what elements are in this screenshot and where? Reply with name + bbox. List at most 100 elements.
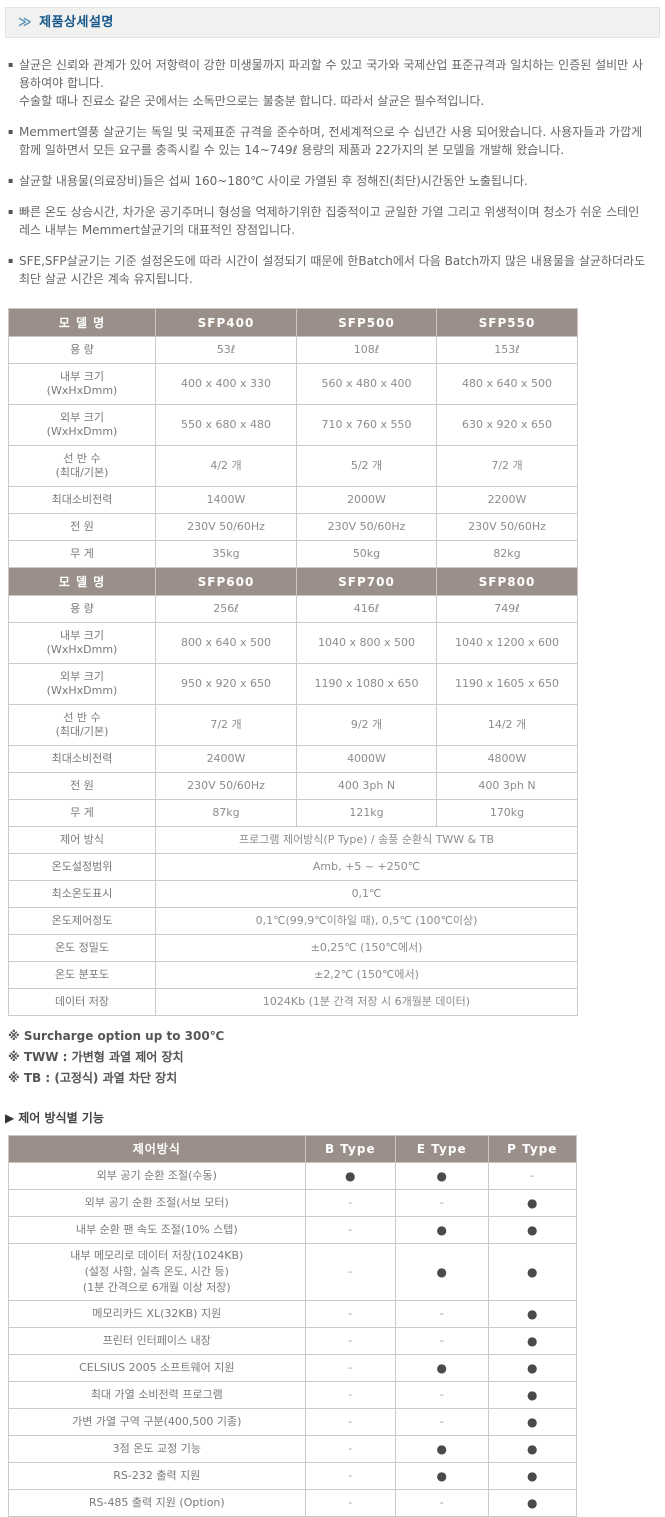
intro-paragraph: 살균은 신뢰와 관계가 있어 저항력이 강한 미생물까지 파괴할 수 있고 국가… <box>19 58 644 108</box>
feature-dot-cell: ● <box>395 1462 489 1490</box>
spec-value-cell: 550 x 680 x 480 <box>155 404 297 446</box>
intro-paragraph: 살균할 내용물(의료장비)들은 섭씨 160~180℃ 사이로 가열된 후 정해… <box>19 174 528 188</box>
spec-row: 최대소비전력 2400W 4000W 4800W <box>8 745 578 773</box>
spec-row-label: 온도 정밀도 <box>8 934 156 962</box>
feature-header-cell: 제어방식 <box>8 1135 306 1163</box>
feature-table-body: 제어방식 B Type E Type P Type 외부 공기 순환 조절(수동) ● ● -… <box>8 1135 578 1517</box>
spec-value-cell: 1400W <box>155 486 297 514</box>
spec-value-cell: Amb, +5 ~ +250℃ <box>155 853 578 881</box>
feature-row: CELSIUS 2005 소프트웨어 지원 - ● ● <box>8 1354 578 1382</box>
feature-section-title-text: 제어 방식별 기능 <box>18 1111 104 1125</box>
spec-value-cell: 400 3ph N <box>436 772 578 800</box>
spec-value-cell: 108ℓ <box>296 336 437 364</box>
feature-row-label: 메모리카드 XL(32KB) 지원 <box>8 1300 306 1328</box>
spec-common-row: 데이터 저장 1024Kb (1분 간격 저장 시 6개월분 데이터) <box>8 988 578 1016</box>
feature-dot-cell: ● <box>487 1381 578 1409</box>
spec-value-cell: 1024Kb (1분 간격 저장 시 6개월분 데이터) <box>155 988 578 1016</box>
feature-row: RS-485 출력 지원 (Option) - - ● <box>8 1489 578 1517</box>
spec-value-cell: 416ℓ <box>296 595 437 623</box>
note-line: ※ TWW : 가변형 과열 제어 장치 <box>8 1050 184 1064</box>
feature-dot-cell: ● <box>487 1243 578 1301</box>
feature-row-label: 외부 공기 순환 조절(수동) <box>8 1162 306 1190</box>
spec-row-label: 용 량 <box>8 595 156 623</box>
bullet-square-icon: ▪ <box>8 207 14 216</box>
spec-value-cell: 7/2 개 <box>436 445 578 487</box>
feature-row-label: 3점 온도 교정 기능 <box>8 1435 306 1463</box>
spec-row-label: 외부 크기 (WxHxDmm) <box>8 663 156 705</box>
feature-dot-cell: ● <box>487 1462 578 1490</box>
spec-common-row: 온도제어정도 0,1℃(99,9℃이하일 때), 0,5℃ (100℃이상) <box>8 907 578 935</box>
spec-value-cell: ±2,2℃ (150℃에서) <box>155 961 578 989</box>
feature-dash-cell: - <box>304 1354 397 1382</box>
feature-row-label: 외부 공기 순환 조절(서보 모터) <box>8 1189 306 1217</box>
feature-table: 제어방식 B Type E Type P Type 외부 공기 순환 조절(수동) ● ● -… <box>8 1135 578 1517</box>
model-name-cell: SFP700 <box>296 567 437 596</box>
spec-value-cell: 230V 50/60Hz <box>436 513 578 541</box>
feature-dash-cell: - <box>395 1189 489 1217</box>
feature-row: 프린터 인터페이스 내장 - - ● <box>8 1327 578 1355</box>
spec-value-cell: 1190 x 1605 x 650 <box>436 663 578 705</box>
spec-value-cell: 121kg <box>296 799 437 827</box>
spec-row-label: 최대소비전력 <box>8 486 156 514</box>
feature-row: 가변 가열 구역 구분(400,500 기종) - - ● <box>8 1408 578 1436</box>
model-name-cell: SFP800 <box>436 567 578 596</box>
spec-value-cell: 5/2 개 <box>296 445 437 487</box>
double-arrow-icon: ≫ <box>18 15 33 30</box>
spec-value-cell: 87kg <box>155 799 297 827</box>
feature-row-label: 내부 메모리로 데이터 저장(1024KB) (설정 사항, 실측 온도, 시간… <box>8 1243 306 1301</box>
spec-row-label: 선 반 수 (최대/기본) <box>8 445 156 487</box>
feature-dash-cell: - <box>395 1408 489 1436</box>
spec-row: 용 량 256ℓ 416ℓ 749ℓ <box>8 595 578 623</box>
feature-dash-cell: - <box>304 1381 397 1409</box>
spec-row-label: 데이터 저장 <box>8 988 156 1016</box>
feature-dash-cell: - <box>304 1462 397 1490</box>
feature-dot-cell: ● <box>487 1300 578 1328</box>
intro-bullet-item: ▪ 빠른 온도 상승시간, 차가운 공기주머니 형성을 억제하기위한 집중적이고 … <box>8 203 657 239</box>
page-header-bar: ≫ 제품상세설명 <box>5 7 660 38</box>
notes-section: ※ Surcharge option up to 300℃ ※ TWW : 가변형… <box>8 1026 665 1089</box>
spec-value-cell: 4/2 개 <box>155 445 297 487</box>
triangle-icon: ▶ <box>5 1111 15 1125</box>
spec-common-row: 최소온도표시 0,1℃ <box>8 880 578 908</box>
feature-dot-cell: ● <box>487 1489 578 1517</box>
spec-row: 내부 크기 (WxHxDmm) 800 x 640 x 500 1040 x 800… <box>8 622 578 664</box>
model-name-cell: SFP500 <box>296 308 437 337</box>
feature-row-label: 프린터 인터페이스 내장 <box>8 1327 306 1355</box>
spec-value-cell: 230V 50/60Hz <box>155 772 297 800</box>
feature-section-title: ▶ 제어 방식별 기능 <box>5 1109 665 1126</box>
bullet-square-icon: ▪ <box>8 127 14 136</box>
feature-row-label: 최대 가열 소비전력 프로그램 <box>8 1381 306 1409</box>
spec-value-cell: 4800W <box>436 745 578 773</box>
spec-value-cell: 프로그램 제어방식(P Type) / 송풍 순환식 TWW & TB <box>155 826 578 854</box>
feature-row: 3점 온도 교정 기능 - ● ● <box>8 1435 578 1463</box>
feature-row: 외부 공기 순환 조절(서보 모터) - - ● <box>8 1189 578 1217</box>
spec-row-label: 내부 크기 (WxHxDmm) <box>8 363 156 405</box>
feature-dot-cell: ● <box>487 1216 578 1244</box>
spec-row: 전 원 230V 50/60Hz 230V 50/60Hz 230V 50/60Hz <box>8 513 578 541</box>
feature-dash-cell: - <box>304 1300 397 1328</box>
spec-value-cell: 1040 x 800 x 500 <box>296 622 437 664</box>
spec-row-label: 온도설정범위 <box>8 853 156 881</box>
intro-paragraph: 빠른 온도 상승시간, 차가운 공기주머니 형성을 억제하기위한 집중적이고 균… <box>19 205 640 237</box>
spec-row: 선 반 수 (최대/기본) 4/2 개 5/2 개 7/2 개 <box>8 445 578 487</box>
feature-header-cell: B Type <box>304 1135 397 1163</box>
feature-dash-cell: - <box>395 1489 489 1517</box>
spec-value-cell: 2000W <box>296 486 437 514</box>
spec-row-label: 최소온도표시 <box>8 880 156 908</box>
spec-value-cell: 560 x 480 x 400 <box>296 363 437 405</box>
spec-row: 외부 크기 (WxHxDmm) 550 x 680 x 480 710 x 760 … <box>8 404 578 446</box>
feature-dot-cell: ● <box>395 1435 489 1463</box>
model-name-cell: SFP600 <box>155 567 297 596</box>
intro-section: ▪ 살균은 신뢰와 관계가 있어 저항력이 강한 미생물까지 파괴할 수 있고 국… <box>8 56 657 288</box>
spec-value-cell: 1040 x 1200 x 600 <box>436 622 578 664</box>
feature-dot-cell: ● <box>395 1216 489 1244</box>
spec-row-label: 전 원 <box>8 513 156 541</box>
spec-value-cell: 630 x 920 x 650 <box>436 404 578 446</box>
feature-dash-cell: - <box>395 1381 489 1409</box>
spec-value-cell: 2400W <box>155 745 297 773</box>
feature-row-label: RS-232 출력 지원 <box>8 1462 306 1490</box>
spec-table: 모 델 명 SFP400 SFP500 SFP550 용 량 53ℓ 108ℓ 153ℓ 내부 … <box>8 308 578 1016</box>
spec-value-cell: 480 x 640 x 500 <box>436 363 578 405</box>
spec-row: 무 게 35kg 50kg 82kg <box>8 540 578 568</box>
feature-dot-cell: ● <box>395 1354 489 1382</box>
